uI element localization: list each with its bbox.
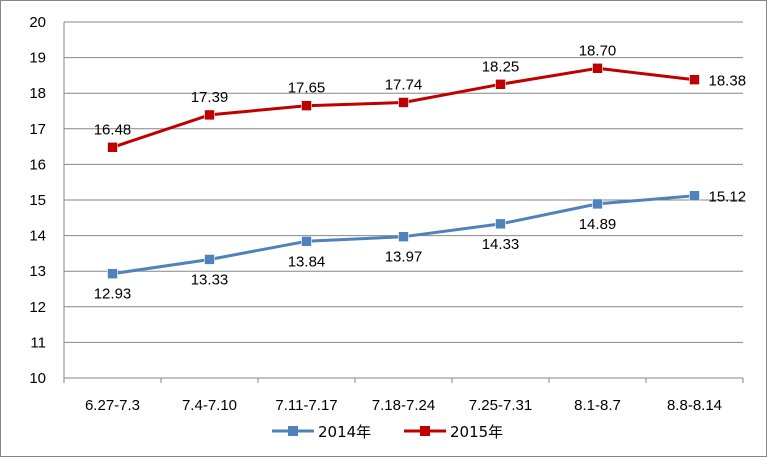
y-tick-label: 16 [29, 156, 46, 173]
data-point [107, 142, 118, 153]
legend: 2014年 2015年 [272, 423, 503, 441]
data-point [301, 100, 312, 111]
y-tick-label: 18 [29, 85, 46, 102]
data-label: 13.84 [288, 253, 326, 270]
data-point [689, 190, 700, 202]
data-label: 12.93 [94, 286, 132, 303]
series-group [107, 62, 700, 279]
data-labels: 12.93 13.33 13.84 13.97 14.33 14.89 15.12 16.48… [94, 42, 746, 302]
data-point [592, 198, 603, 210]
y-tick-label: 14 [29, 228, 46, 245]
y-tick-label: 17 [29, 121, 46, 138]
data-label: 14.89 [579, 216, 617, 233]
data-label: 18.38 [709, 73, 747, 90]
data-label: 17.39 [191, 89, 229, 106]
data-point [107, 268, 118, 279]
data-point [398, 97, 409, 108]
data-point [592, 62, 603, 74]
y-tick-label: 12 [29, 299, 46, 316]
data-label: 16.48 [94, 121, 132, 138]
x-tick-label: 7.25-7.31 [469, 397, 532, 414]
data-point [204, 109, 215, 121]
y-tick-label: 20 [29, 14, 46, 31]
data-label: 15.12 [709, 189, 747, 206]
y-tick-label: 11 [30, 334, 46, 351]
data-label: 13.33 [191, 271, 229, 288]
data-label: 18.25 [482, 58, 520, 75]
x-tick-label: 6.27-7.3 [85, 397, 140, 414]
data-point [204, 254, 215, 265]
data-label: 13.97 [385, 249, 423, 266]
data-point [689, 74, 700, 85]
y-tick-label: 13 [29, 263, 46, 280]
y-tick-label: 10 [29, 370, 46, 387]
legend-marker-1 [420, 426, 430, 436]
x-tick-label: 7.11-7.17 [275, 397, 337, 414]
data-label: 14.33 [482, 236, 520, 253]
legend-label-1: 2015年 [450, 423, 503, 441]
data-point [495, 79, 506, 90]
x-tick-label: 8.1-8.7 [574, 397, 621, 414]
data-point [495, 218, 506, 230]
x-tick-label: 8.8-8.14 [667, 397, 722, 414]
data-label: 17.65 [288, 80, 326, 97]
y-axis-ticks: 10 11 12 13 14 15 16 17 18 19 20 [29, 14, 46, 387]
x-tick-label: 7.18-7.24 [372, 397, 435, 414]
x-tick-label: 7.4-7.10 [182, 397, 237, 414]
legend-marker-0 [288, 426, 298, 436]
x-axis: 6.27-7.3 7.4-7.10 7.11-7.17 7.18-7.24 7.25-7… [63, 22, 744, 414]
data-label: 17.74 [385, 76, 423, 93]
y-tick-label: 15 [29, 192, 46, 209]
data-point [398, 231, 409, 242]
data-label: 18.70 [579, 42, 617, 59]
y-tick-label: 19 [29, 50, 46, 67]
legend-label-0: 2014年 [318, 423, 371, 441]
data-point [301, 235, 312, 247]
